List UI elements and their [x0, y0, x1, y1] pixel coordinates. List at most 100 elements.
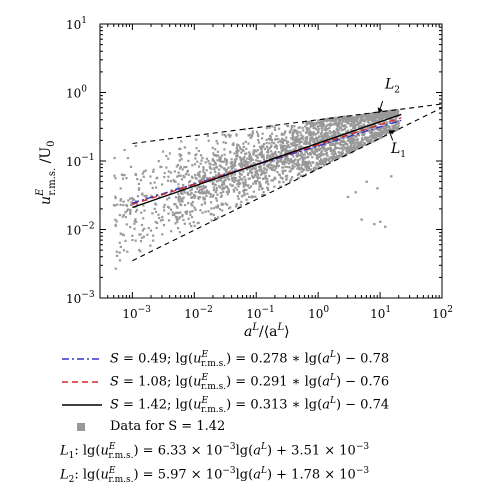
x-axis-label: aL/⟨aL⟩	[244, 322, 290, 340]
scatter-point	[285, 139, 288, 142]
scatter-point	[346, 129, 350, 132]
scatter-point	[348, 151, 351, 154]
scatter-point	[327, 119, 330, 122]
scatter-point	[214, 176, 217, 179]
scatter-point	[268, 160, 271, 163]
scatter-point	[362, 139, 365, 142]
scatter-point	[260, 172, 264, 176]
scatter-point	[232, 190, 236, 193]
scatter-point	[395, 128, 398, 131]
scatter-point	[267, 137, 271, 141]
scatter-point	[134, 173, 137, 177]
scatter-point	[183, 146, 186, 149]
scatter-point	[155, 186, 158, 189]
scatter-point	[162, 223, 166, 227]
scatter-point	[298, 154, 301, 157]
scatter-point	[346, 115, 349, 119]
scatter-point	[328, 124, 331, 127]
scatter-point	[182, 184, 185, 187]
scatter-point	[173, 203, 176, 206]
scatter-point	[207, 139, 210, 142]
scatter-point	[352, 137, 356, 141]
scatter-point	[114, 196, 117, 200]
scatter-point	[274, 152, 277, 155]
scatter-point	[129, 165, 133, 168]
scatter-point	[328, 126, 331, 130]
scatter-point	[315, 167, 318, 170]
scatter-point	[241, 162, 244, 165]
scatter-point	[294, 129, 298, 132]
scatter-point	[254, 171, 257, 174]
scatter-point	[279, 153, 282, 156]
scatter-point	[259, 159, 262, 163]
scatter-point	[321, 118, 324, 121]
scatter-point	[336, 146, 340, 150]
legend-item-data: Data for S = 1.42	[60, 419, 225, 434]
scatter-point	[230, 158, 233, 161]
scatter-point	[266, 154, 269, 158]
scatter-point	[115, 220, 118, 223]
scatter-point	[266, 148, 270, 151]
scatter-point	[316, 148, 319, 151]
scatter-point	[227, 187, 230, 190]
scatter-point	[242, 181, 245, 184]
scatter-point	[340, 129, 343, 132]
scatter-point	[273, 185, 276, 188]
scatter-point	[305, 150, 309, 154]
scatter-point	[247, 142, 250, 145]
scatter-point	[236, 182, 239, 186]
scatter-point	[300, 155, 304, 158]
scatter-point	[179, 155, 182, 158]
scatter-point	[269, 167, 272, 170]
scatter-point	[223, 172, 226, 175]
scatter-point	[384, 133, 387, 136]
scatter-point	[311, 123, 314, 126]
scatter-point	[197, 171, 200, 175]
scatter-point	[245, 152, 248, 155]
scatter-point	[200, 159, 203, 162]
scatter-point	[335, 155, 338, 158]
scatter-point	[365, 180, 368, 183]
scatter-point	[246, 173, 250, 177]
scatter-point	[266, 156, 269, 160]
scatter-point	[344, 133, 348, 136]
scatter-point	[170, 230, 173, 233]
scatter-point	[363, 143, 366, 146]
scatter-point	[280, 158, 283, 161]
scatter-point	[387, 116, 390, 119]
scatter-point	[349, 138, 352, 141]
scatter-point	[353, 147, 356, 150]
scatter-point	[366, 115, 369, 118]
scatter-point	[290, 142, 293, 145]
scatter-point	[202, 168, 205, 171]
scatter-point	[198, 175, 201, 178]
y-tick-label: 10−3	[66, 290, 95, 306]
scatter-point	[221, 181, 224, 184]
scatter-point	[345, 153, 348, 156]
scatter-point	[324, 126, 328, 129]
scatter-point	[359, 130, 362, 133]
scatter-point	[208, 165, 211, 168]
scatter-point	[232, 142, 235, 145]
scatter-point	[177, 174, 180, 177]
scatter-point	[224, 176, 227, 179]
scatter-point	[189, 210, 192, 214]
scatter-point	[252, 182, 255, 185]
scatter-point	[178, 195, 181, 198]
scatter-point	[392, 125, 395, 128]
scatter-point	[296, 173, 299, 176]
scatter-point	[388, 118, 392, 121]
scatter-point	[130, 203, 133, 206]
scatter-point	[333, 144, 337, 147]
scatter-point	[297, 166, 300, 169]
scatter-point	[394, 124, 397, 127]
scatter-point	[315, 121, 318, 124]
scatter-point	[135, 220, 138, 223]
scatter-point	[350, 131, 353, 134]
scatter-point	[190, 204, 193, 207]
scatter-point	[227, 166, 230, 169]
scatter-point	[361, 115, 364, 118]
scatter-point	[352, 141, 355, 144]
scatter-point	[129, 211, 132, 214]
scatter-point	[332, 156, 335, 159]
